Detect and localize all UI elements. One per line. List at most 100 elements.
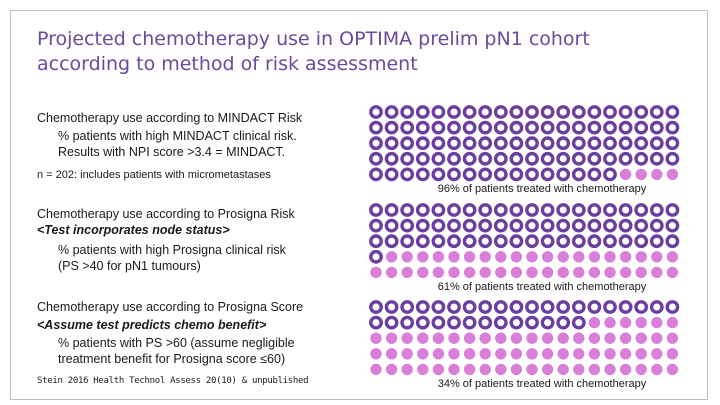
patient-icon-treated: [603, 218, 617, 233]
patient-icon-treated: [540, 234, 555, 249]
patient-icon-treated: [369, 300, 383, 314]
patient-icon-untreated: [604, 363, 616, 376]
section-1-desc-line-2: Results with NPI score >3.4 = MINDACT.: [58, 145, 286, 159]
patient-icon-untreated: [573, 251, 585, 263]
patient-icon-treated: [431, 167, 446, 182]
patient-icon-treated: [369, 203, 383, 217]
patient-icon-treated: [415, 136, 430, 151]
patient-icon-treated: [634, 203, 649, 217]
patient-icon-treated: [478, 105, 493, 119]
patient-icon-untreated: [557, 251, 569, 263]
patient-icon-treated: [447, 167, 461, 182]
patient-icon-treated: [603, 151, 617, 166]
patient-icon-treated: [431, 203, 446, 217]
patient-icon-untreated: [651, 316, 663, 329]
patient-icon-untreated: [479, 363, 491, 376]
patient-icon-untreated: [432, 332, 445, 344]
patient-icon-untreated: [385, 332, 398, 344]
panel-2-caption: 61% of patients treated with chemotherap…: [437, 281, 647, 293]
patient-icon-treated: [493, 300, 508, 314]
patient-icon-untreated: [666, 332, 679, 344]
patient-icon-untreated: [510, 348, 523, 360]
patient-icon-treated: [400, 300, 415, 314]
patient-icon-treated: [400, 167, 415, 182]
patient-icon-untreated: [635, 348, 647, 360]
patient-icon-treated: [649, 120, 664, 135]
patient-icon-treated: [478, 167, 493, 182]
patient-icon-treated: [587, 234, 602, 249]
patient-icon-untreated: [526, 251, 538, 263]
patient-icon-treated: [618, 120, 633, 135]
patient-icon-treated: [400, 136, 415, 151]
patient-icon-treated: [415, 218, 430, 233]
patient-icon-treated: [618, 300, 633, 314]
patient-icon-treated: [493, 218, 508, 233]
patient-icon-untreated: [635, 363, 647, 376]
patient-icon-treated: [384, 234, 399, 249]
patient-icon-untreated: [463, 363, 476, 376]
patient-icon-untreated: [385, 251, 398, 263]
patient-icon-treated: [384, 151, 399, 166]
patient-icon-untreated: [651, 332, 663, 344]
patient-icon-treated: [634, 136, 649, 151]
patient-icon-untreated: [401, 348, 413, 360]
patient-icon-treated: [415, 151, 430, 166]
patient-icon-treated: [587, 218, 602, 233]
patient-icon-untreated: [401, 266, 413, 279]
patient-icon-untreated: [417, 348, 429, 360]
patient-icon-untreated: [666, 266, 679, 279]
patient-icon-untreated: [463, 266, 476, 279]
patient-icon-treated: [369, 218, 383, 233]
patient-icon-treated: [618, 151, 633, 166]
patient-icon-untreated: [635, 316, 647, 329]
patient-icon-treated: [665, 203, 680, 217]
patient-icon-treated: [384, 300, 399, 314]
patient-icon-untreated: [401, 363, 413, 376]
patient-icon-treated: [462, 203, 477, 217]
patient-icon-untreated: [417, 266, 429, 279]
patient-icon-treated: [369, 234, 383, 249]
patient-icon-untreated: [541, 348, 554, 360]
patient-icon-untreated: [526, 266, 538, 279]
patient-icon-treated: [400, 234, 415, 249]
patient-icon-treated: [603, 167, 617, 182]
patient-icon-untreated: [510, 363, 523, 376]
patient-icon-untreated: [448, 266, 460, 279]
patient-icon-treated: [556, 203, 571, 217]
patient-icon-treated: [384, 136, 399, 151]
patient-icon-untreated: [557, 363, 569, 376]
patient-icon-treated: [634, 120, 649, 135]
patient-icon-treated: [540, 300, 555, 314]
patient-icon-untreated: [463, 348, 476, 360]
patient-icon-treated: [649, 136, 664, 151]
patient-icon-treated: [665, 105, 680, 119]
citation: Stein 2016 Health Technol Assess 20(10) …: [37, 376, 309, 386]
patient-icon-treated: [462, 300, 477, 314]
patient-icon-treated: [415, 105, 430, 119]
patient-icon-untreated: [479, 348, 491, 360]
section-3-subheading-text: <Assume test predicts chemo benefit>: [37, 318, 267, 332]
patient-icon-untreated: [666, 316, 679, 329]
patient-icon-treated: [525, 136, 539, 151]
patient-icon-treated: [462, 315, 477, 330]
patient-icon-untreated: [635, 168, 647, 181]
patient-icon-treated: [587, 136, 602, 151]
patient-icon-treated: [447, 105, 461, 119]
patient-icon-treated: [478, 218, 493, 233]
patient-icon-treated: [603, 105, 617, 119]
patient-icon-treated: [493, 203, 508, 217]
patient-icon-treated: [462, 136, 477, 151]
patient-icon-treated: [400, 203, 415, 217]
patient-icon-untreated: [370, 266, 382, 279]
patient-icon-treated: [556, 315, 571, 330]
patient-icon-untreated: [448, 251, 460, 263]
patient-icon-treated: [431, 315, 446, 330]
patient-icon-treated: [587, 105, 602, 119]
patient-icon-treated: [462, 234, 477, 249]
patient-icon-treated: [431, 234, 446, 249]
patient-icon-untreated: [651, 348, 663, 360]
patient-icon-treated: [493, 120, 508, 135]
patient-icon-untreated: [432, 266, 445, 279]
patient-icon-treated: [369, 105, 383, 119]
patient-icon-untreated: [604, 266, 616, 279]
